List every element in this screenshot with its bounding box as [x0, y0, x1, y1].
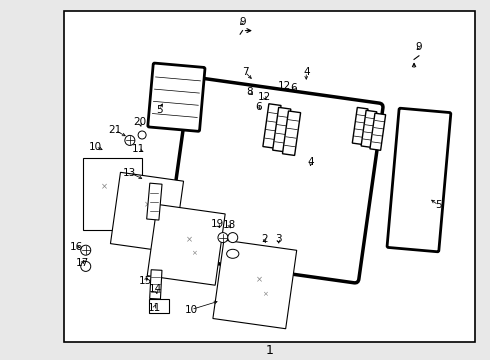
Text: 10: 10: [185, 305, 197, 315]
Text: 10: 10: [89, 141, 102, 152]
Bar: [370, 113, 386, 150]
Text: 9: 9: [416, 42, 422, 52]
Text: 20: 20: [133, 117, 146, 127]
Circle shape: [218, 233, 228, 243]
Text: 6: 6: [291, 83, 297, 93]
Text: ×: ×: [186, 235, 193, 244]
Bar: [83, 158, 142, 230]
Text: 2: 2: [261, 234, 268, 244]
Text: 8: 8: [246, 87, 253, 97]
Text: ×: ×: [149, 215, 155, 220]
Text: ×: ×: [101, 182, 108, 191]
Text: 12: 12: [277, 81, 291, 91]
Text: 15: 15: [138, 276, 152, 286]
Text: 17: 17: [75, 258, 89, 268]
Text: 4: 4: [308, 157, 315, 167]
Bar: [147, 183, 162, 220]
Circle shape: [228, 233, 238, 243]
Text: 3: 3: [275, 234, 282, 244]
FancyBboxPatch shape: [166, 77, 383, 283]
Text: 7: 7: [242, 67, 248, 77]
Text: 11: 11: [147, 303, 161, 313]
Text: 13: 13: [123, 168, 137, 178]
Bar: [147, 204, 225, 285]
Text: 5: 5: [435, 200, 442, 210]
Text: ×: ×: [262, 291, 268, 297]
Circle shape: [138, 131, 146, 139]
Text: 1: 1: [266, 345, 273, 357]
Circle shape: [125, 135, 135, 145]
Ellipse shape: [227, 249, 239, 258]
Text: ×: ×: [115, 197, 121, 202]
FancyBboxPatch shape: [387, 108, 451, 252]
Text: 4: 4: [303, 67, 310, 77]
Text: ×: ×: [144, 200, 150, 209]
Text: 16: 16: [69, 242, 83, 252]
Bar: [149, 299, 169, 313]
Bar: [263, 104, 281, 148]
Text: ×: ×: [256, 275, 263, 284]
Bar: [213, 240, 297, 329]
Bar: [110, 172, 184, 252]
Text: 11: 11: [131, 144, 145, 154]
Text: 18: 18: [222, 220, 236, 230]
Text: 21: 21: [108, 125, 122, 135]
Text: 6: 6: [255, 102, 262, 112]
Text: 5: 5: [156, 105, 163, 115]
Bar: [352, 107, 368, 145]
Bar: [64, 11, 475, 342]
Text: 12: 12: [258, 92, 271, 102]
Text: 14: 14: [149, 284, 163, 294]
Bar: [361, 110, 377, 148]
Bar: [272, 107, 291, 152]
Bar: [149, 270, 162, 299]
Bar: [282, 111, 301, 156]
Text: 9: 9: [239, 17, 246, 27]
FancyBboxPatch shape: [148, 63, 205, 131]
Circle shape: [81, 261, 91, 271]
Text: 19: 19: [210, 219, 224, 229]
Circle shape: [81, 245, 91, 255]
Text: ×: ×: [191, 250, 197, 256]
